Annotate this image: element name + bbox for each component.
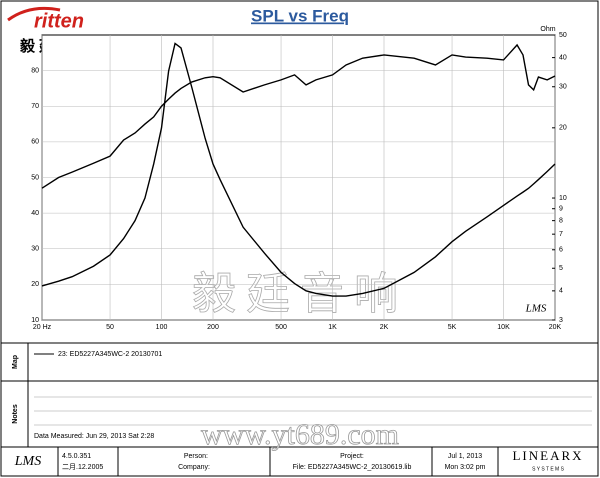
footer-brand: LINEARX <box>512 448 583 463</box>
y2-tick-label: 5 <box>559 265 563 272</box>
watermark-url: www.yt689.com <box>201 418 399 451</box>
y2-tick-label: 4 <box>559 288 563 295</box>
footer-file: File: ED5227A345WC-2_20130619.lib <box>293 464 412 471</box>
y2-tick-label: 9 <box>559 206 563 213</box>
x-tick-label: 50 <box>106 324 114 331</box>
y-tick-label: 30 <box>31 246 39 253</box>
footer-time: Mon 3:02 pm <box>445 464 486 471</box>
x-tick-label: 1K <box>328 324 337 331</box>
y-tick-label: 10 <box>31 317 39 324</box>
y-tick-label: 50 <box>31 174 39 181</box>
footer-brand-sub: S Y S T E M S <box>532 466 565 472</box>
footer-version: 4.5.0.351 <box>62 453 91 460</box>
footer-company: Company: <box>178 464 210 471</box>
y2-tick-label: 40 <box>559 54 567 61</box>
footer-person: Person: <box>184 453 208 460</box>
panel-label: Map <box>12 355 19 369</box>
y2-tick-label: 8 <box>559 217 563 224</box>
y2-tick-label: 10 <box>559 195 567 202</box>
y2-axis-label: Ohm <box>540 26 555 33</box>
x-tick-label: 2K <box>380 324 389 331</box>
chart-watermark: LMS <box>525 303 547 315</box>
series-line <box>41 42 556 297</box>
y-tick-label: 80 <box>31 67 39 74</box>
legend-entry: 23: ED5227A345WC-2 20130701 <box>58 351 162 358</box>
y2-tick-label: 50 <box>559 32 567 39</box>
y-tick-label: 20 <box>31 281 39 288</box>
y-tick-label: 70 <box>31 103 39 110</box>
panel-label: Notes <box>12 404 19 424</box>
x-tick-label: 20K <box>549 324 562 331</box>
footer-project: Project: <box>340 453 364 460</box>
footer-build-date: 二月.12.2005 <box>62 463 103 471</box>
notes-lines <box>34 396 592 426</box>
footer-logo: LMS <box>14 454 41 469</box>
x-tick-label: 500 <box>275 324 287 331</box>
chart-title: SPL vs Freq <box>251 6 349 25</box>
x-tick-label: 10K <box>497 324 510 331</box>
y-tick-label: 40 <box>31 210 39 217</box>
logo-swoosh <box>7 6 61 22</box>
watermark: 毅廷音响 <box>192 270 408 319</box>
y2-tick-label: 30 <box>559 84 567 91</box>
y2-tick-label: 6 <box>559 247 563 254</box>
x-tick-label: 100 <box>156 324 168 331</box>
notes-text: Data Measured: Jun 29, 2013 Sat 2:28 <box>34 433 154 440</box>
y2-tick-label: 20 <box>559 125 567 132</box>
y2-tick-label: 7 <box>559 231 563 238</box>
x-tick-label: 200 <box>207 324 219 331</box>
logo-brand: ritten <box>34 10 84 32</box>
x-tick-label: 5K <box>448 324 457 331</box>
y2-tick-label: 3 <box>559 317 563 324</box>
footer-cells <box>57 447 499 476</box>
series-line <box>41 43 556 189</box>
x-tick-label: 20 Hz <box>33 324 52 331</box>
y-tick-label: 60 <box>31 139 39 146</box>
footer-date: Jul 1, 2013 <box>448 453 482 460</box>
